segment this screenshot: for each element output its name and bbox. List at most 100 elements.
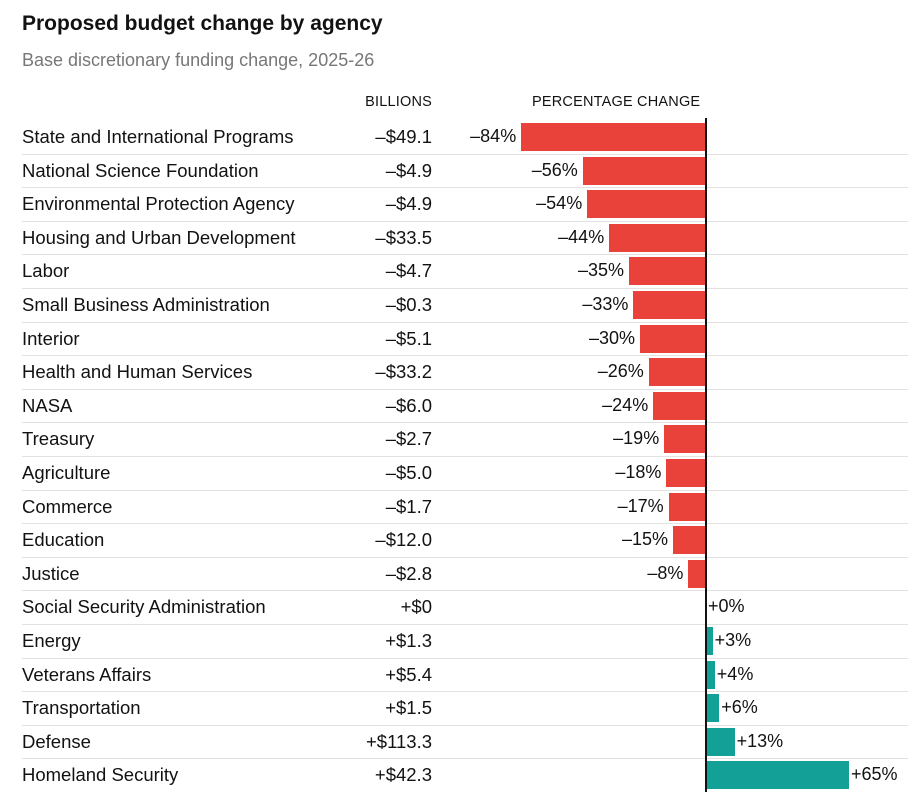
percentage-change-label: –35% <box>577 260 624 281</box>
positive-change-bar <box>706 660 715 689</box>
negative-change-bar <box>653 391 706 420</box>
agency-label: Treasury <box>22 428 95 450</box>
negative-change-bar <box>629 257 706 286</box>
percentage-change-label: –17% <box>617 495 664 516</box>
negative-change-bar <box>668 492 706 521</box>
zero-axis-line <box>705 118 707 792</box>
percentage-change-label: –8% <box>647 562 684 583</box>
agency-label: National Science Foundation <box>22 159 259 181</box>
agency-label: Interior <box>22 327 80 349</box>
percentage-change-label: +0% <box>708 596 745 617</box>
negative-change-bar <box>673 526 706 555</box>
agency-label: Health and Human Services <box>22 361 253 383</box>
percentage-change-label: –54% <box>536 193 583 214</box>
negative-change-bar <box>664 425 706 454</box>
row-divider <box>22 657 908 659</box>
agency-label: Justice <box>22 562 80 584</box>
negative-change-bar <box>609 223 706 252</box>
row-divider <box>22 556 908 558</box>
billions-value: –$2.8 <box>385 562 432 584</box>
percentage-change-label: +3% <box>714 630 752 650</box>
agency-label: Veterans Affairs <box>22 663 152 685</box>
negative-change-bar <box>666 459 706 487</box>
agency-label: Transportation <box>22 697 141 719</box>
row-divider <box>22 220 908 222</box>
row-divider <box>22 288 908 289</box>
agency-label: Small Business Administration <box>22 294 270 315</box>
agency-label: Homeland Security <box>22 764 179 786</box>
percentage-change-label: +6% <box>721 697 758 718</box>
agency-label: Environmental Protection Agency <box>22 193 295 215</box>
positive-change-bar <box>706 761 849 790</box>
agency-label: NASA <box>22 394 73 416</box>
percentage-change-label: +13% <box>736 730 784 751</box>
billions-value: –$0.3 <box>385 294 432 315</box>
row-divider <box>22 153 908 155</box>
row-divider <box>22 456 908 457</box>
percentage-change-label: –26% <box>597 361 644 382</box>
row-divider <box>22 624 908 625</box>
billions-value: +$113.3 <box>365 730 432 752</box>
row-divider <box>22 321 908 323</box>
negative-change-bar <box>521 123 706 151</box>
billions-column-header: BILLIONS <box>365 94 432 110</box>
percentage-change-label: –30% <box>588 327 635 348</box>
billions-value: –$4.9 <box>385 193 432 215</box>
billions-value: +$42.3 <box>374 764 432 786</box>
row-divider <box>22 422 908 424</box>
agency-label: Agriculture <box>22 462 111 483</box>
agency-label: Education <box>22 529 105 551</box>
billions-value: +$0 <box>400 596 432 618</box>
row-divider <box>22 758 908 760</box>
negative-change-bar <box>648 358 706 387</box>
row-divider <box>22 355 908 357</box>
positive-change-bar <box>706 694 720 723</box>
percentage-change-label: –44% <box>558 226 605 247</box>
agency-label: Housing and Urban Development <box>22 226 296 248</box>
percentage-change-label: –18% <box>615 462 662 482</box>
percentage-change-label: +4% <box>716 663 754 684</box>
percentage-change-label: –56% <box>531 159 578 180</box>
row-divider <box>22 187 908 189</box>
billions-value: –$4.7 <box>385 260 432 282</box>
percentage-column-header: PERCENTAGE CHANGE <box>532 94 701 110</box>
percentage-change-label: –24% <box>602 394 649 415</box>
billions-value: +$1.5 <box>385 697 432 719</box>
percentage-change-label: +65% <box>851 764 898 785</box>
row-divider <box>22 388 908 390</box>
agency-label: Labor <box>22 260 70 282</box>
billions-value: +$1.3 <box>385 630 432 651</box>
negative-change-bar <box>688 559 706 588</box>
negative-change-bar <box>582 156 706 185</box>
agency-label: Commerce <box>22 495 113 517</box>
row-divider <box>22 724 908 726</box>
billions-value: –$5.1 <box>385 327 432 349</box>
percentage-change-label: –19% <box>613 428 660 449</box>
billions-value: –$1.7 <box>385 495 432 517</box>
row-divider <box>22 523 908 525</box>
negative-change-bar <box>587 190 706 219</box>
positive-change-bar <box>706 627 713 655</box>
agency-label: Defense <box>22 730 91 752</box>
row-divider <box>22 489 908 491</box>
billions-value: –$12.0 <box>375 529 432 551</box>
billions-value: –$4.9 <box>385 159 432 181</box>
chart-title: Proposed budget change by agency <box>22 12 383 35</box>
negative-change-bar <box>633 291 706 319</box>
billions-value: –$2.7 <box>385 428 432 450</box>
billions-value: –$49.1 <box>375 126 432 147</box>
billions-value: –$6.0 <box>385 394 432 416</box>
row-divider <box>22 691 908 693</box>
percentage-change-label: –15% <box>621 529 668 550</box>
percentage-change-label: –33% <box>582 294 629 314</box>
billions-value: +$5.4 <box>385 663 432 685</box>
billions-value: –$33.5 <box>375 226 432 248</box>
billions-value: –$33.2 <box>375 361 432 383</box>
agency-label: Energy <box>22 630 81 651</box>
billions-value: –$5.0 <box>385 462 432 483</box>
percentage-change-label: –84% <box>470 126 517 146</box>
row-divider <box>22 590 908 592</box>
negative-change-bar <box>640 324 706 353</box>
row-divider <box>22 254 908 256</box>
